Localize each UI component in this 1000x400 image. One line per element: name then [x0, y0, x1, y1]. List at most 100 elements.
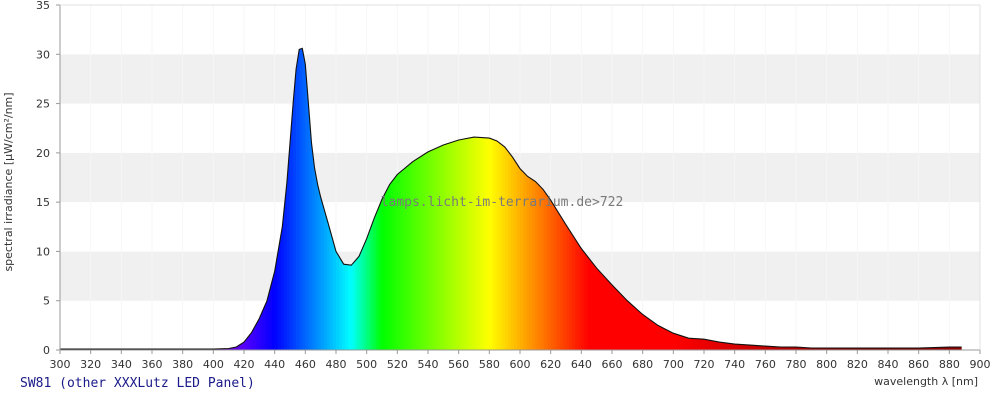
spectrum-band [418, 48, 423, 350]
spectrum-band [483, 48, 487, 350]
spectrum-band [538, 48, 543, 350]
x-tick-label: 300 [50, 358, 71, 371]
x-tick-label: 740 [724, 358, 745, 371]
spectrum-band [464, 48, 469, 350]
spectrum-band [424, 48, 429, 350]
x-tick-label: 900 [970, 358, 991, 371]
spectrum-band [520, 48, 524, 350]
x-tick-label: 520 [387, 358, 408, 371]
spectrum-band [403, 48, 408, 350]
y-tick-label: 25 [36, 98, 50, 111]
spectrum-band [428, 48, 432, 350]
x-tick-label: 840 [878, 358, 899, 371]
spectrum-band [492, 48, 497, 350]
spectrum-band [461, 48, 466, 350]
spectrum-band [308, 48, 313, 350]
spectrum-band [449, 48, 454, 350]
spectrum-band [299, 48, 303, 350]
spectrum-band [431, 48, 435, 350]
x-tick-label: 460 [295, 358, 316, 371]
x-tick-label: 480 [326, 358, 347, 371]
y-tick-label: 10 [36, 245, 50, 258]
spectrum-band [311, 48, 316, 350]
spectrum-band [317, 48, 322, 350]
spectrum-band [305, 48, 309, 350]
spectrum-band [388, 48, 392, 350]
spectrum-band [455, 48, 460, 350]
spectrum-band [443, 48, 447, 350]
x-tick-label: 700 [663, 358, 684, 371]
x-tick-label: 420 [234, 358, 255, 371]
spectrum-band [437, 48, 441, 350]
spectrum-band [397, 48, 401, 350]
x-tick-labels: 300 320 340 360 380 400 420 440 460 480 500 520 540 5… [50, 350, 991, 371]
spectrum-band [421, 48, 426, 350]
x-tick-label: 820 [847, 358, 868, 371]
spectrum-band [532, 48, 536, 350]
x-tick-label: 580 [479, 358, 500, 371]
x-tick-label: 760 [755, 358, 776, 371]
x-tick-label: 660 [602, 358, 623, 371]
spectrum-band [501, 48, 506, 350]
spectrum-band [526, 48, 530, 350]
spectrum-band [412, 48, 417, 350]
x-tick-label: 800 [816, 358, 837, 371]
x-tick-label: 780 [786, 358, 807, 371]
spectrum-band [406, 48, 411, 350]
chart-caption: SW81 (other XXXLutz LED Panel) [20, 376, 255, 391]
spectrum-band [541, 48, 546, 350]
spectrum-band [391, 48, 395, 350]
spectrum-band [535, 48, 539, 350]
x-tick-label: 640 [571, 358, 592, 371]
watermark: lamps.licht-im-terrarium.de>722 [381, 195, 624, 210]
y-tick-labels: 0 5 10 15 20 25 30 35 [36, 0, 60, 357]
spectrum-band [394, 48, 398, 350]
x-tick-label: 600 [510, 358, 531, 371]
spectrum-band [302, 48, 306, 350]
y-tick-label: 30 [36, 48, 50, 61]
spectrum-band [510, 48, 515, 350]
spectrum-band [290, 48, 294, 350]
spectrum-band [446, 48, 451, 350]
spectrum-band [452, 48, 457, 350]
spectrum-band [314, 48, 319, 350]
x-tick-label: 560 [448, 358, 469, 371]
spectrum-band [477, 48, 481, 350]
spectrum-band [434, 48, 438, 350]
spectrum-band [504, 48, 509, 350]
x-tick-label: 680 [632, 358, 653, 371]
y-tick-label: 5 [43, 295, 50, 308]
spectrum-band [544, 48, 549, 350]
y-tick-label: 35 [36, 0, 50, 12]
spectrum-band [385, 48, 389, 350]
spectrum-band [516, 48, 521, 350]
spectrum-band [470, 48, 475, 350]
series-line [60, 47, 962, 350]
x-tick-label: 720 [694, 358, 715, 371]
x-tick-label: 880 [939, 358, 960, 371]
x-tick-label: 440 [264, 358, 285, 371]
spectrum-band [489, 48, 493, 350]
spectrum-band [415, 48, 420, 350]
spectrum-band [440, 48, 444, 350]
spectrum-band [409, 48, 414, 350]
spectrum-band [286, 48, 291, 350]
spectrum-band [498, 48, 503, 350]
spectrum-band [296, 48, 300, 350]
spectrum-band [523, 48, 527, 350]
x-tick-label: 340 [111, 358, 132, 371]
y-axis-title: spectral irradiance [µW/cm²/nm] [2, 92, 15, 271]
x-tick-label: 500 [356, 358, 377, 371]
x-tick-label: 620 [540, 358, 561, 371]
spectrum-band [467, 48, 472, 350]
spectrum-band [382, 48, 386, 350]
spectrum-band [474, 48, 478, 350]
x-tick-label: 860 [908, 358, 929, 371]
spectrum-band [400, 48, 405, 350]
spectrum-band [486, 48, 490, 350]
spectrum-band [507, 48, 512, 350]
y-tick-label: 0 [43, 344, 50, 357]
spectrum-band [495, 48, 500, 350]
spectrum-band [513, 48, 518, 350]
